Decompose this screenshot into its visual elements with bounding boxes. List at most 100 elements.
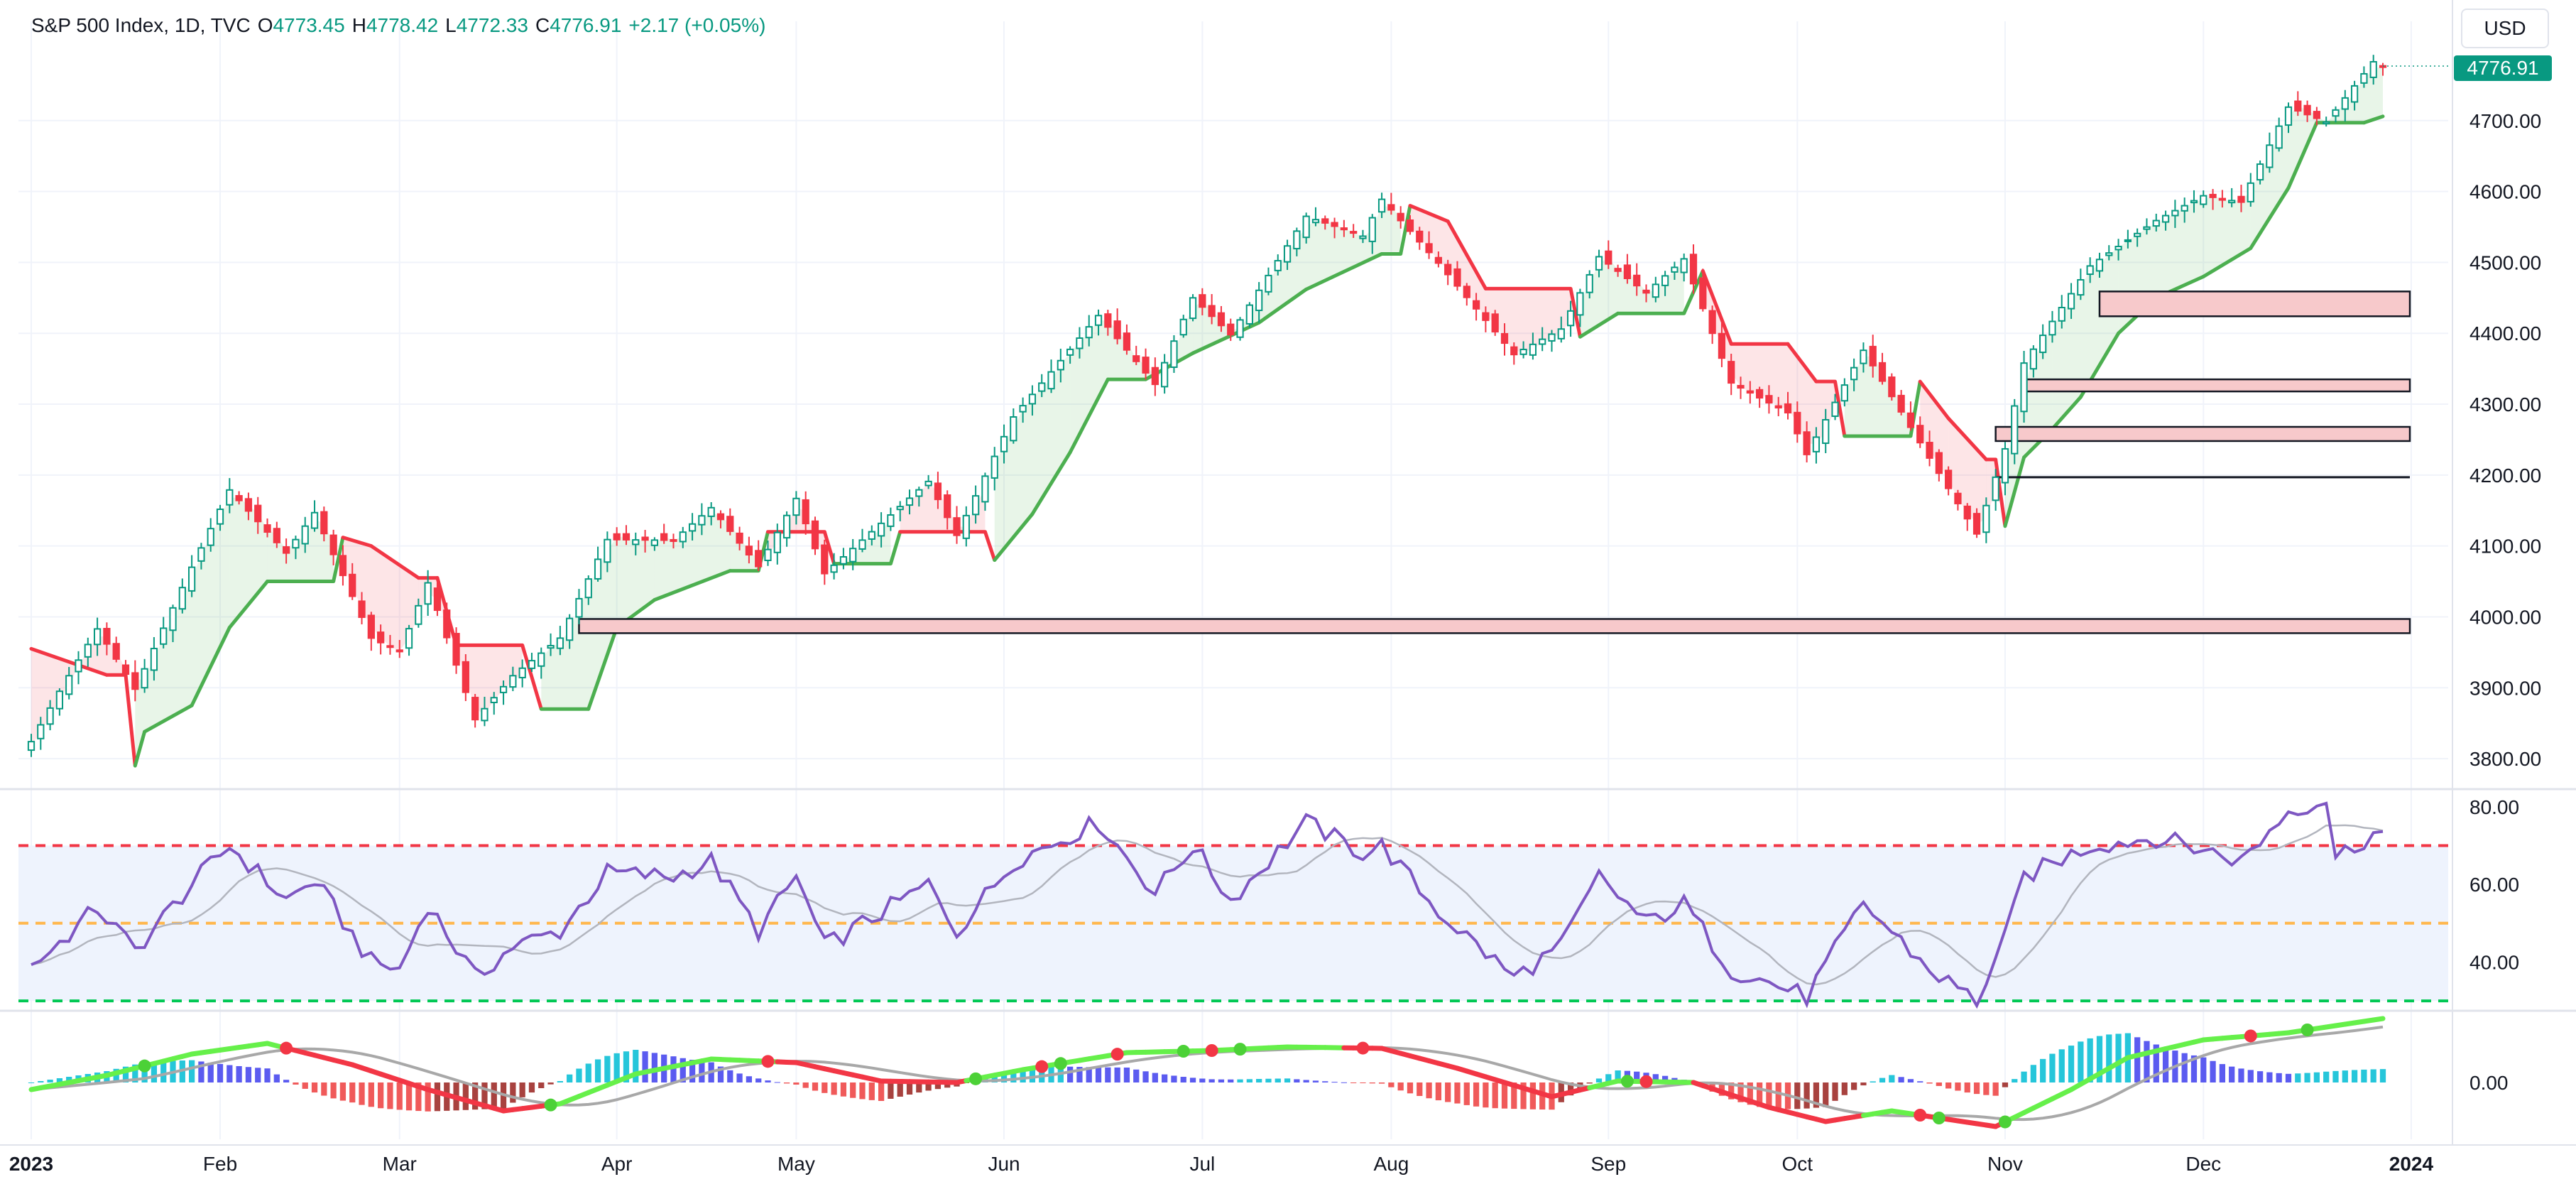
candle-up xyxy=(2134,232,2141,237)
macd-histogram-bar xyxy=(1661,1075,1669,1082)
candle-up xyxy=(1161,362,1169,388)
candle-up xyxy=(1529,343,1537,356)
macd-histogram-bar xyxy=(1029,1068,1036,1082)
macd-histogram-bar xyxy=(160,1061,167,1082)
candle-down xyxy=(1482,312,1490,321)
supertrend-up-fill xyxy=(2052,287,2081,429)
candle-down xyxy=(1623,264,1632,279)
macd-histogram-bar xyxy=(56,1078,63,1082)
candle-up xyxy=(2020,362,2028,413)
macd-cross-up-marker xyxy=(1233,1043,1247,1056)
month-label: Oct xyxy=(1782,1153,1813,1175)
candle-up xyxy=(187,566,196,592)
macd-histogram-bar xyxy=(822,1082,828,1093)
candle-down xyxy=(1199,294,1206,308)
candle-down xyxy=(1888,376,1896,398)
price-tick-label: 4700.00 xyxy=(2469,110,2541,132)
supertrend-up-segment xyxy=(1257,287,1309,325)
macd-histogram-bar xyxy=(2002,1082,2009,1087)
supertrend-down-segment xyxy=(1918,379,1950,420)
candle-up xyxy=(490,697,498,703)
candle-up xyxy=(216,509,224,525)
candle-down xyxy=(358,600,366,618)
macd-histogram-bar xyxy=(2276,1073,2282,1082)
candle-up xyxy=(2067,293,2075,310)
candle-up xyxy=(2275,125,2283,149)
resistance-zone xyxy=(578,618,2411,634)
candle-up xyxy=(594,558,602,580)
macd-histogram-bar xyxy=(868,1082,875,1100)
candle-down xyxy=(339,555,347,577)
supertrend-segment xyxy=(1994,459,2007,527)
macd-histogram-bar xyxy=(1208,1079,1215,1082)
supertrend-up-segment xyxy=(1068,377,1110,455)
candle-up xyxy=(1840,384,1848,402)
macd-histogram-bar xyxy=(227,1065,233,1082)
candle-up xyxy=(2086,265,2094,276)
candle-up xyxy=(604,538,611,563)
supertrend-segment xyxy=(124,675,137,766)
candle-up xyxy=(160,627,168,645)
macd-histogram-bar xyxy=(1294,1079,1300,1082)
macd-histogram-bar xyxy=(2087,1038,2093,1082)
candle-down xyxy=(755,550,763,568)
macd-histogram-bar xyxy=(840,1082,847,1097)
symbol-title: S&P 500 Index, 1D, TVC xyxy=(31,14,251,36)
macd-histogram-bar xyxy=(462,1082,469,1110)
macd-histogram-bar xyxy=(321,1082,327,1096)
macd-histogram-bar xyxy=(944,1082,951,1088)
candle-down xyxy=(1331,222,1338,227)
macd-histogram-bar xyxy=(47,1080,53,1082)
candle-down xyxy=(1406,219,1414,232)
macd-histogram-bar xyxy=(1794,1082,1801,1109)
candle-down xyxy=(1642,289,1650,294)
macd-histogram-bar xyxy=(1756,1082,1763,1107)
macd-histogram-bar xyxy=(2058,1049,2065,1082)
macd-histogram-bar xyxy=(396,1082,403,1110)
macd-histogram-bar xyxy=(1454,1082,1461,1104)
candle-up xyxy=(547,644,555,649)
candle-down xyxy=(462,661,469,693)
macd-histogram-bar xyxy=(28,1082,35,1083)
candle-up xyxy=(1359,235,1367,239)
candle-down xyxy=(2218,197,2227,201)
candle-up xyxy=(2105,252,2113,256)
macd-histogram-bar xyxy=(1737,1082,1744,1102)
candle-up xyxy=(1661,275,1669,286)
macd-histogram-bar xyxy=(1907,1079,1914,1082)
macd-histogram-bar xyxy=(2304,1073,2310,1082)
supertrend-up-segment xyxy=(133,729,147,768)
macd-histogram-bar xyxy=(510,1082,516,1103)
month-label: Dec xyxy=(2185,1153,2221,1175)
macd-histogram-bar xyxy=(1955,1082,1961,1091)
resistance-zone xyxy=(2098,291,2411,318)
candle-up xyxy=(1283,245,1292,263)
macd-cross-up-marker xyxy=(1177,1045,1190,1058)
candle-down xyxy=(660,533,668,541)
macd-histogram-bar xyxy=(576,1068,582,1082)
macd-histogram-bar xyxy=(1870,1081,1876,1082)
candle-up xyxy=(415,604,422,625)
candle-up xyxy=(887,514,895,527)
candle-up xyxy=(27,741,36,751)
candle-down xyxy=(811,520,819,550)
candle-up xyxy=(37,724,45,739)
macd-histogram-bar xyxy=(1634,1071,1640,1082)
macd-histogram-bar xyxy=(1823,1082,1829,1107)
candle-down xyxy=(1321,218,1329,224)
macd-histogram-bar xyxy=(1180,1077,1186,1082)
macd-histogram-bar xyxy=(2106,1034,2112,1082)
macd-histogram-bar xyxy=(717,1066,724,1082)
currency-button[interactable]: USD xyxy=(2461,9,2549,48)
macd-histogram-bar xyxy=(916,1082,922,1093)
macd-histogram-bar xyxy=(2247,1070,2254,1082)
macd-histogram-bar xyxy=(1000,1072,1008,1082)
candle-down xyxy=(1926,442,1933,459)
candle-down xyxy=(1453,268,1461,287)
macd-histogram-bar xyxy=(1567,1082,1574,1096)
candle-down xyxy=(1906,412,1915,428)
candle-down xyxy=(1699,277,1707,310)
macd-histogram-bar xyxy=(2162,1047,2169,1082)
macd-histogram-bar xyxy=(1586,1082,1593,1084)
